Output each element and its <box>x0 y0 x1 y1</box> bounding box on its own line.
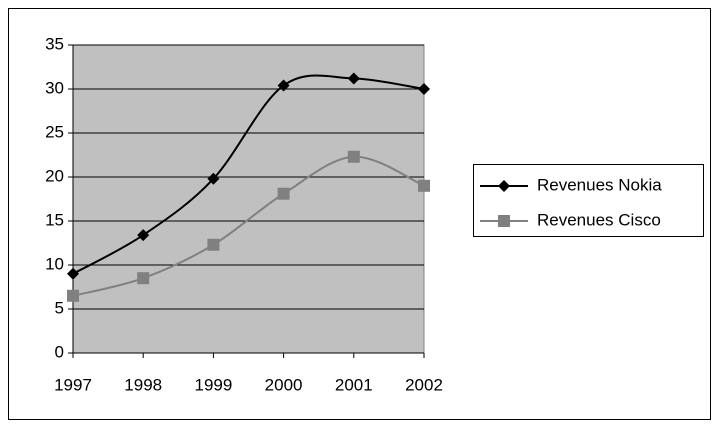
plot-area <box>72 44 425 354</box>
marker <box>67 267 79 280</box>
marker <box>207 172 220 185</box>
marker <box>67 289 79 302</box>
x-tick-label: 2002 <box>405 375 443 394</box>
x-tick-label: 2000 <box>265 375 303 394</box>
y-tick-label: 5 <box>55 298 64 317</box>
marker <box>498 180 510 192</box>
y-tick-label: 25 <box>45 122 64 141</box>
marker <box>418 83 430 95</box>
x-tick-label: 1998 <box>124 375 162 394</box>
marker <box>137 229 150 242</box>
marker <box>137 272 150 285</box>
marker <box>347 72 360 85</box>
y-tick-label: 10 <box>45 254 64 273</box>
legend <box>473 164 704 237</box>
legend-label: Revenues Cisco <box>537 210 661 229</box>
marker <box>418 179 430 192</box>
x-tick-label: 1997 <box>54 375 92 394</box>
y-tick-label: 30 <box>45 78 64 97</box>
marker <box>347 150 360 163</box>
y-tick-label: 20 <box>45 166 64 185</box>
legend-label: Revenues Nokia <box>537 175 662 194</box>
y-tick-label: 15 <box>45 210 64 229</box>
marker <box>207 238 220 251</box>
x-tick-label: 2001 <box>335 375 373 394</box>
marker <box>498 215 510 227</box>
marker <box>277 187 290 200</box>
y-tick-label: 0 <box>55 342 64 361</box>
marker <box>277 79 290 92</box>
y-tick-label: 35 <box>45 34 64 53</box>
x-tick-label: 1999 <box>194 375 232 394</box>
